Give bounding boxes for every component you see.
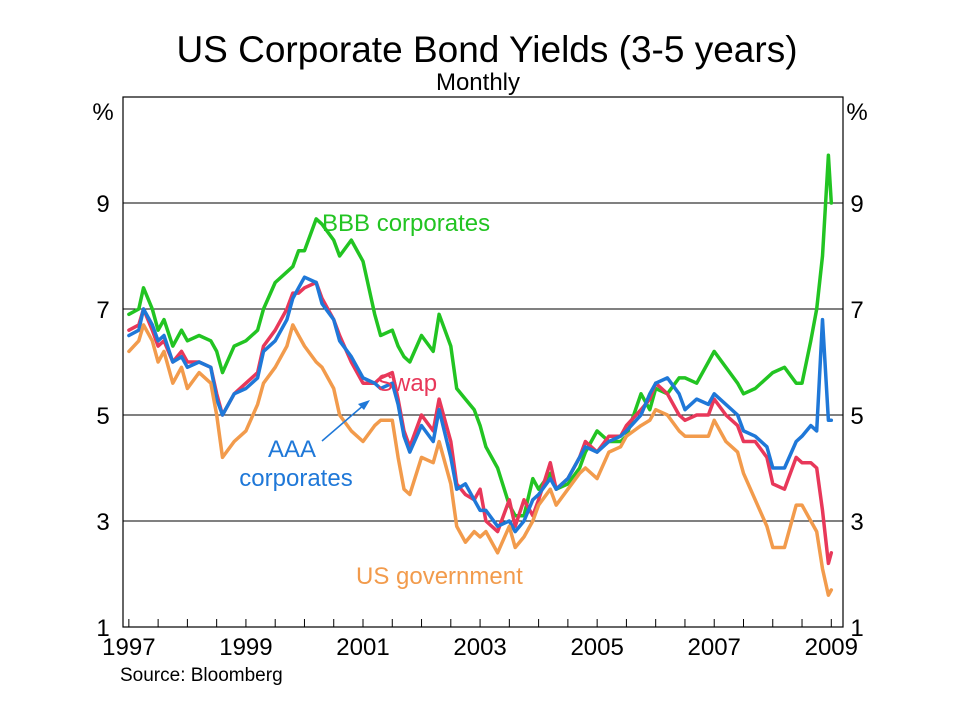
series-line-gov [127, 323, 834, 597]
y-tick-label-left: 7 [96, 297, 109, 324]
y-tick-label-left: 1 [96, 615, 109, 642]
x-tick-label: 1999 [219, 634, 272, 661]
x-tick-label: 2007 [688, 634, 741, 661]
y-tick-label-right: 9 [850, 191, 863, 218]
series-label-aaa: AAA [268, 436, 316, 463]
series-lines [127, 153, 834, 597]
x-tick-label: 1997 [102, 634, 155, 661]
y-unit-right: % [846, 99, 867, 126]
y-tick-label-left: 5 [96, 403, 109, 430]
axis-ticks: 1 1 3 3 5 5 7 7 9 9 1997 1999 2001 2003 2005 2007 2009 [96, 191, 863, 661]
y-tick-label-left: 9 [96, 191, 109, 218]
series-line-aaa [127, 275, 834, 534]
grid-lines [123, 202, 843, 522]
plot-frame [122, 96, 844, 628]
x-tick-label: 2001 [336, 634, 389, 661]
y-tick-label-right: 1 [850, 615, 863, 642]
y-unit-left: % [92, 99, 113, 126]
series-line-bbb [127, 153, 834, 518]
series-label-bbb: BBB corporates [322, 210, 490, 237]
chart-subtitle: Monthly [436, 69, 520, 96]
series-label-aaa: corporates [239, 465, 352, 492]
annotation-arrow-head [358, 400, 370, 410]
series-label-gov: US government [356, 563, 523, 590]
y-tick-label-right: 7 [850, 297, 863, 324]
chart-title: US Corporate Bond Yields (3-5 years) [176, 29, 797, 70]
annotation-arrow [321, 403, 366, 442]
x-tick-label: 2003 [453, 634, 506, 661]
y-tick-label-left: 3 [96, 509, 109, 536]
series-label-swap: Swap [377, 370, 437, 397]
x-tick-label: 2009 [805, 634, 858, 661]
source-note: Source: Bloomberg [120, 665, 283, 686]
y-tick-label-right: 3 [850, 509, 863, 536]
x-tick-label: 2005 [570, 634, 623, 661]
y-tick-label-right: 5 [850, 403, 863, 430]
